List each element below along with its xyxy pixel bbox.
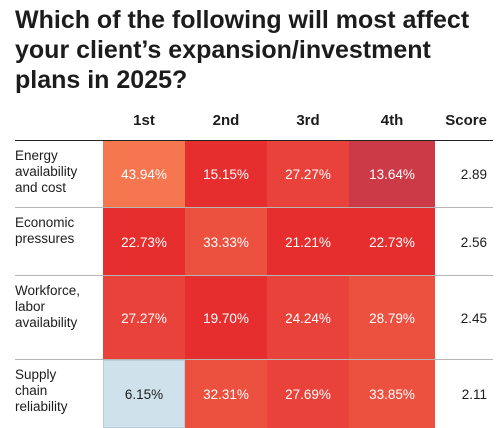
row-divider — [15, 359, 493, 360]
heatmap-row-supply: Supply chain reliability 6.15% 32.31% 27.69… — [15, 359, 493, 428]
column-header-2nd: 2nd — [212, 111, 240, 129]
score-value: 2.45 — [460, 310, 487, 326]
row-label: Economic pressures — [15, 215, 75, 246]
heatmap-cell: 22.73% — [349, 208, 435, 276]
heatmap-row-energy: Energy availability and cost 43.94% 15.15%… — [15, 141, 493, 208]
heatmap-cell: 27.27% — [103, 276, 185, 360]
score-value: 2.11 — [461, 386, 487, 402]
row-label: Energy availability and cost — [15, 148, 78, 195]
heatmap-cell: 33.33% — [185, 208, 267, 276]
heatmap-cell: 15.15% — [185, 141, 267, 208]
row-label: Workforce, labor availability — [15, 283, 81, 330]
column-header-score: Score — [445, 111, 487, 129]
row-divider — [15, 207, 493, 208]
chart-title: Which of the following will most affect … — [15, 6, 470, 94]
heatmap-cell: 13.64% — [349, 141, 435, 208]
heatmap-row-workforce: Workforce, labor availability 27.27% 19.70… — [15, 275, 493, 360]
heatmap-cell: 33.85% — [349, 360, 435, 428]
score-value: 2.89 — [460, 167, 487, 182]
heatmap-cell: 28.79% — [349, 276, 435, 360]
column-header-4th: 4th — [380, 111, 404, 129]
heatmap-cell: 27.69% — [267, 360, 349, 428]
row-label: Supply chain reliability — [15, 367, 68, 414]
row-divider — [15, 275, 493, 276]
heatmap-cell: 32.31% — [185, 360, 267, 428]
heatmap-cell: 6.15% — [103, 360, 185, 428]
heatmap-cell: 24.24% — [267, 276, 349, 360]
header-divider — [15, 140, 493, 141]
heatmap-cell: 19.70% — [185, 276, 267, 360]
column-header-3rd: 3rd — [296, 111, 320, 129]
column-header-1st: 1st — [133, 111, 155, 129]
heatmap-cell: 21.21% — [267, 208, 349, 276]
heatmap-cell: 27.27% — [267, 141, 349, 208]
score-value: 2.56 — [460, 234, 487, 250]
heatmap-row-economic: Economic pressures 22.73% 33.33% 21.21% 22.7… — [15, 207, 493, 276]
heatmap-cell: 43.94% — [103, 141, 185, 208]
heatmap-cell: 22.73% — [103, 208, 185, 276]
